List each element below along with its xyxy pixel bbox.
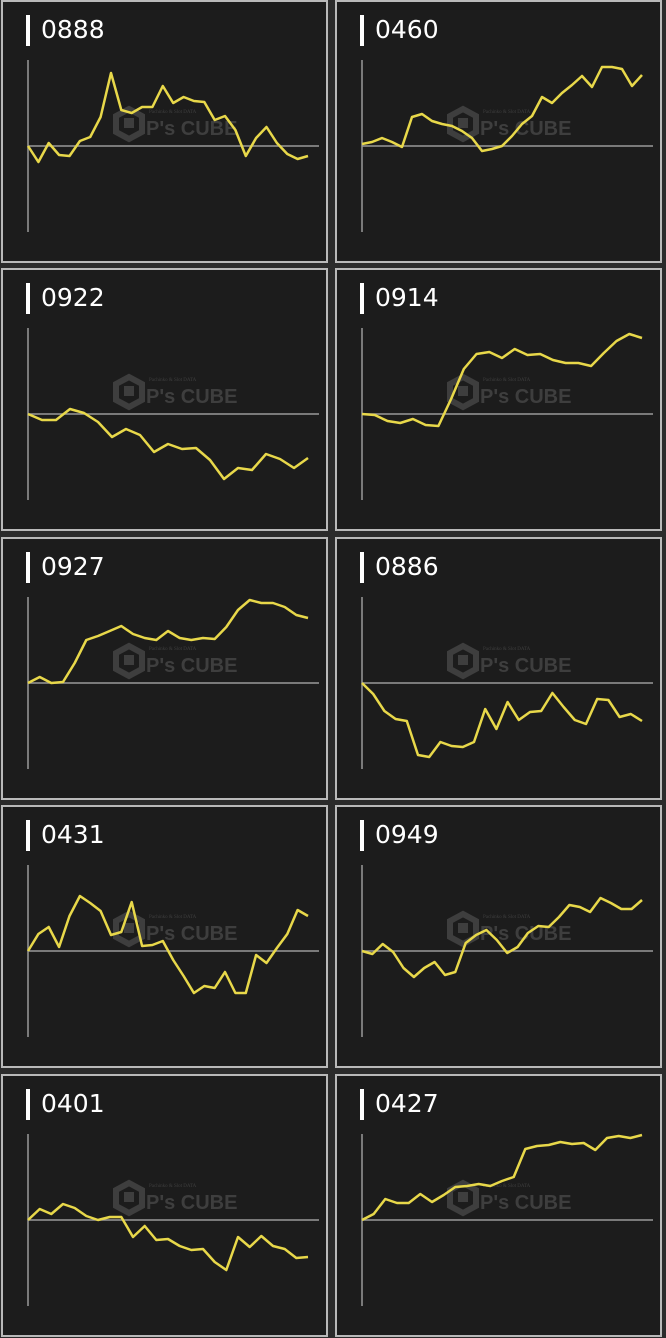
series-line — [361, 896, 643, 979]
svg-text:P's CUBE: P's CUBE — [146, 923, 237, 945]
svg-text:Pachinko & Slot DATA: Pachinko & Slot DATA — [483, 110, 531, 115]
chart-title: 0949 — [375, 820, 439, 849]
svg-text:Pachinko & Slot DATA: Pachinko & Slot DATA — [149, 647, 197, 652]
chart-panel-0401[interactable]: 0401 P's CUBE Pachinko & Slot DATA — [1, 1074, 328, 1337]
watermark-logo: P's CUBE Pachinko & Slot DATA — [113, 105, 237, 143]
chart-panel-0949[interactable]: 0949 P's CUBE Pachinko & Slot DATA — [335, 805, 662, 1068]
svg-text:Pachinko & Slot DATA: Pachinko & Slot DATA — [483, 378, 531, 383]
title-marker — [26, 820, 30, 851]
watermark-logo: P's CUBE Pachinko & Slot DATA — [113, 642, 237, 680]
chart-title: 0460 — [375, 15, 439, 44]
title-marker — [360, 1089, 364, 1120]
chart-title: 0922 — [41, 283, 105, 312]
chart-panel-0888[interactable]: 0888 P's CUBE Pachinko & Slot DATA — [1, 0, 328, 263]
svg-text:P's CUBE: P's CUBE — [480, 118, 571, 140]
line-chart: P's CUBE Pachinko & Slot DATA — [27, 597, 319, 769]
chart-panel-0427[interactable]: 0427 P's CUBE Pachinko & Slot DATA — [335, 1074, 662, 1337]
svg-text:Pachinko & Slot DATA: Pachinko & Slot DATA — [483, 1184, 531, 1189]
watermark-logo: P's CUBE Pachinko & Slot DATA — [447, 105, 571, 143]
title-marker — [360, 820, 364, 851]
line-chart: P's CUBE Pachinko & Slot DATA — [361, 328, 653, 500]
series-line — [26, 894, 309, 995]
svg-text:Pachinko & Slot DATA: Pachinko & Slot DATA — [149, 1184, 197, 1189]
svg-text:P's CUBE: P's CUBE — [480, 386, 571, 408]
series-line — [26, 71, 309, 164]
chart-title: 0431 — [41, 820, 105, 849]
chart-panel-0914[interactable]: 0914 P's CUBE Pachinko & Slot DATA — [335, 268, 662, 531]
watermark-logo: P's CUBE Pachinko & Slot DATA — [447, 642, 571, 680]
chart-title: 0927 — [41, 552, 105, 581]
line-chart: P's CUBE Pachinko & Slot DATA — [27, 1134, 319, 1306]
watermark-logo: P's CUBE Pachinko & Slot DATA — [447, 1179, 571, 1217]
chart-panel-0922[interactable]: 0922 P's CUBE Pachinko & Slot DATA — [1, 268, 328, 531]
line-chart: P's CUBE Pachinko & Slot DATA — [27, 328, 319, 500]
watermark-logo: P's CUBE Pachinko & Slot DATA — [447, 373, 571, 411]
svg-text:Pachinko & Slot DATA: Pachinko & Slot DATA — [149, 915, 197, 920]
line-chart: P's CUBE Pachinko & Slot DATA — [26, 865, 319, 1037]
line-chart: P's CUBE Pachinko & Slot DATA — [361, 1133, 653, 1306]
svg-text:P's CUBE: P's CUBE — [146, 1192, 237, 1214]
chart-title: 0886 — [375, 552, 439, 581]
chart-panel-0460[interactable]: 0460 P's CUBE Pachinko & Slot DATA — [335, 0, 662, 263]
chart-panel-0431[interactable]: 0431 P's CUBE Pachinko & Slot DATA — [1, 805, 328, 1068]
chart-title: 0427 — [375, 1089, 439, 1118]
svg-text:Pachinko & Slot DATA: Pachinko & Slot DATA — [483, 647, 531, 652]
chart-title: 0401 — [41, 1089, 105, 1118]
title-marker — [360, 283, 364, 314]
chart-title: 0888 — [41, 15, 105, 44]
line-chart: P's CUBE Pachinko & Slot DATA — [361, 60, 653, 232]
svg-text:Pachinko & Slot DATA: Pachinko & Slot DATA — [149, 378, 197, 383]
svg-text:Pachinko & Slot DATA: Pachinko & Slot DATA — [483, 915, 531, 920]
watermark-logo: P's CUBE Pachinko & Slot DATA — [113, 910, 237, 948]
svg-text:P's CUBE: P's CUBE — [480, 655, 571, 677]
svg-text:P's CUBE: P's CUBE — [480, 1192, 571, 1214]
title-marker — [360, 15, 364, 46]
line-chart: P's CUBE Pachinko & Slot DATA — [26, 60, 319, 232]
series-line — [361, 682, 643, 759]
chart-panel-0927[interactable]: 0927 P's CUBE Pachinko & Slot DATA — [1, 537, 328, 800]
title-marker — [26, 1089, 30, 1120]
chart-panel-0886[interactable]: 0886 P's CUBE Pachinko & Slot DATA — [335, 537, 662, 800]
title-marker — [26, 15, 30, 46]
title-marker — [360, 552, 364, 583]
title-marker — [26, 283, 30, 314]
chart-title: 0914 — [375, 283, 439, 312]
title-marker — [26, 552, 30, 583]
line-chart: P's CUBE Pachinko & Slot DATA — [361, 597, 653, 769]
watermark-logo: P's CUBE Pachinko & Slot DATA — [113, 373, 237, 411]
svg-text:Pachinko & Slot DATA: Pachinko & Slot DATA — [149, 110, 197, 115]
svg-text:P's CUBE: P's CUBE — [146, 655, 237, 677]
svg-text:P's CUBE: P's CUBE — [146, 386, 237, 408]
svg-text:P's CUBE: P's CUBE — [146, 118, 237, 140]
watermark-logo: P's CUBE Pachinko & Slot DATA — [113, 1179, 237, 1217]
